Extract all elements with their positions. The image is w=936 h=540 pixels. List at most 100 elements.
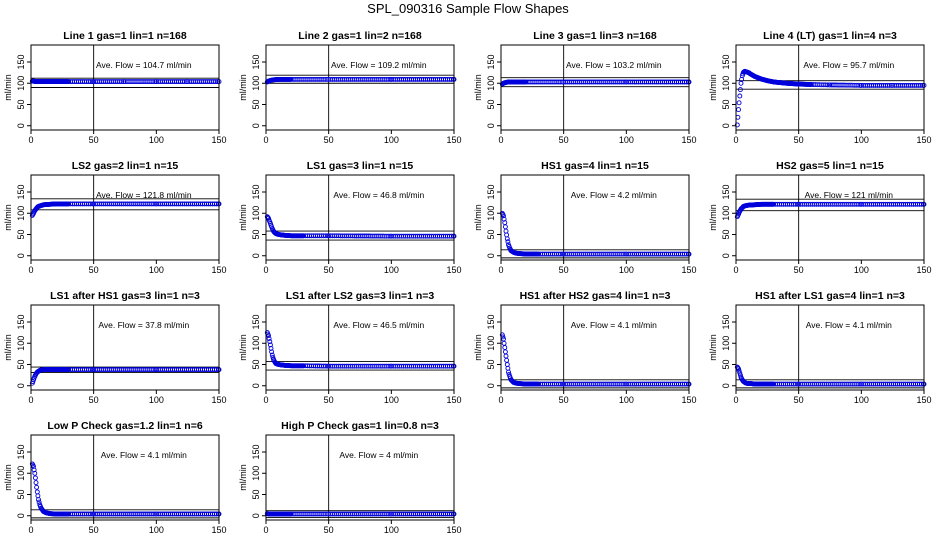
data-point [855, 82, 861, 88]
y-tick-label: 50 [251, 229, 261, 239]
y-tick-label: 100 [16, 206, 26, 221]
x-tick-label: 0 [28, 525, 33, 535]
data-point [886, 82, 892, 88]
x-tick-label: 50 [89, 395, 99, 405]
data-point [386, 511, 392, 517]
x-tick-label: 150 [211, 395, 226, 405]
y-tick-label: 0 [486, 123, 496, 128]
data-point [31, 467, 37, 473]
y-tick-label: 100 [251, 336, 261, 351]
x-tick-label: 0 [263, 525, 268, 535]
x-tick-label: 100 [149, 395, 164, 405]
average-flow-annotation: Ave. Flow = 37.8 ml/min [98, 320, 189, 330]
x-tick-label: 50 [559, 395, 569, 405]
x-tick-label: 100 [854, 395, 869, 405]
panel-4: Line 4 (LT) gas=1 lin=4 n=3 ml/min Ave. Fl… [708, 30, 932, 145]
average-flow-annotation: Ave. Flow = 4.1 ml/min [806, 320, 892, 330]
data-point [322, 511, 328, 517]
panel-title: LS2 gas=2 lin=1 n=15 [72, 160, 179, 172]
panel-11: HS1 after HS2 gas=4 lin=1 n=3 ml/min Ave. … [473, 290, 697, 405]
x-tick-label: 100 [384, 525, 399, 535]
data-point [504, 362, 510, 367]
x-tick-label: 0 [498, 395, 503, 405]
y-tick-label: 150 [16, 54, 26, 69]
y-tick-label: 100 [486, 206, 496, 221]
y-tick-label: 100 [251, 76, 261, 91]
average-flow-annotation: Ave. Flow = 46.8 ml/min [333, 190, 424, 200]
y-tick-label: 100 [251, 206, 261, 221]
panel-8: HS2 gas=5 lin=1 n=15 ml/min Ave. Flow = 12… [708, 160, 932, 275]
plot-frame [30, 304, 220, 391]
data-point [557, 79, 563, 85]
panel-6: LS1 gas=3 lin=1 n=15 ml/min Ave. Flow = 46… [238, 160, 462, 275]
x-tick-label: 150 [211, 135, 226, 145]
x-tick-label: 150 [211, 525, 226, 535]
x-tick-label: 150 [916, 265, 931, 275]
data-point [32, 475, 38, 481]
x-tick-label: 150 [916, 395, 931, 405]
plot-frame [30, 174, 220, 261]
y-tick-label: 150 [486, 54, 496, 69]
average-flow-annotation: Ave. Flow = 4 ml/min [339, 450, 418, 460]
plot-frame [735, 44, 925, 131]
x-tick-label: 50 [324, 135, 334, 145]
x-tick-label: 150 [446, 525, 461, 535]
y-tick-label: 50 [16, 489, 26, 499]
y-tick-label: 150 [486, 314, 496, 329]
y-tick-label: 150 [251, 54, 261, 69]
y-tick-label: 0 [251, 513, 261, 518]
y-tick-label: 50 [721, 229, 731, 239]
data-point [213, 79, 219, 85]
y-axis-label: ml/min [238, 334, 248, 361]
x-tick-label: 100 [854, 135, 869, 145]
plot-frame [30, 434, 220, 521]
x-tick-label: 150 [446, 265, 461, 275]
x-tick-label: 0 [733, 395, 738, 405]
y-tick-label: 50 [721, 359, 731, 369]
data-point [267, 339, 273, 345]
plot-frame [735, 174, 925, 261]
panel-title: LS1 after LS2 gas=3 lin=1 n=3 [286, 290, 435, 302]
panel-title: Line 2 gas=1 lin=2 n=168 [298, 30, 422, 42]
panel-title: HS2 gas=5 lin=1 n=15 [776, 160, 884, 172]
data-point [269, 349, 275, 355]
data-point [88, 511, 94, 517]
x-tick-label: 100 [619, 265, 634, 275]
y-tick-label: 150 [16, 314, 26, 329]
x-tick-label: 50 [559, 135, 569, 145]
plot-frame [265, 434, 455, 521]
y-axis-label: ml/min [3, 464, 13, 491]
x-tick-label: 150 [681, 135, 696, 145]
x-tick-label: 150 [211, 265, 226, 275]
x-tick-label: 0 [498, 135, 503, 145]
plot-frame [500, 174, 690, 261]
data-point [558, 251, 564, 257]
data-point [856, 381, 862, 387]
panel-13: Low P Check gas=1.2 lin=1 n=6 ml/min Ave. … [3, 420, 227, 535]
x-tick-label: 50 [324, 395, 334, 405]
y-tick-label: 50 [251, 489, 261, 499]
x-tick-label: 50 [794, 265, 804, 275]
x-tick-label: 100 [384, 395, 399, 405]
y-axis-label: ml/min [238, 464, 248, 491]
y-tick-label: 0 [16, 383, 26, 388]
data-point [35, 493, 41, 499]
panel-7: HS1 gas=4 lin=1 n=15 ml/min Ave. Flow = 4.… [473, 160, 697, 275]
x-tick-label: 100 [149, 525, 164, 535]
panel-title: Line 1 gas=1 lin=1 n=168 [63, 30, 187, 42]
y-tick-label: 150 [721, 184, 731, 199]
data-point [621, 251, 627, 257]
data-point [621, 381, 627, 387]
x-tick-label: 0 [733, 265, 738, 275]
plot-frame [735, 304, 925, 391]
data-point [737, 93, 743, 99]
average-flow-annotation: Ave. Flow = 46.5 ml/min [333, 320, 424, 330]
y-tick-label: 0 [251, 253, 261, 258]
panel-3: Line 3 gas=1 lin=3 n=168 ml/min Ave. Flow … [473, 30, 697, 145]
data-point [502, 349, 508, 355]
x-tick-label: 50 [324, 265, 334, 275]
x-tick-label: 0 [263, 395, 268, 405]
average-flow-annotation: Ave. Flow = 109.2 ml/min [331, 60, 427, 70]
data-point [504, 236, 510, 242]
x-tick-label: 100 [384, 265, 399, 275]
